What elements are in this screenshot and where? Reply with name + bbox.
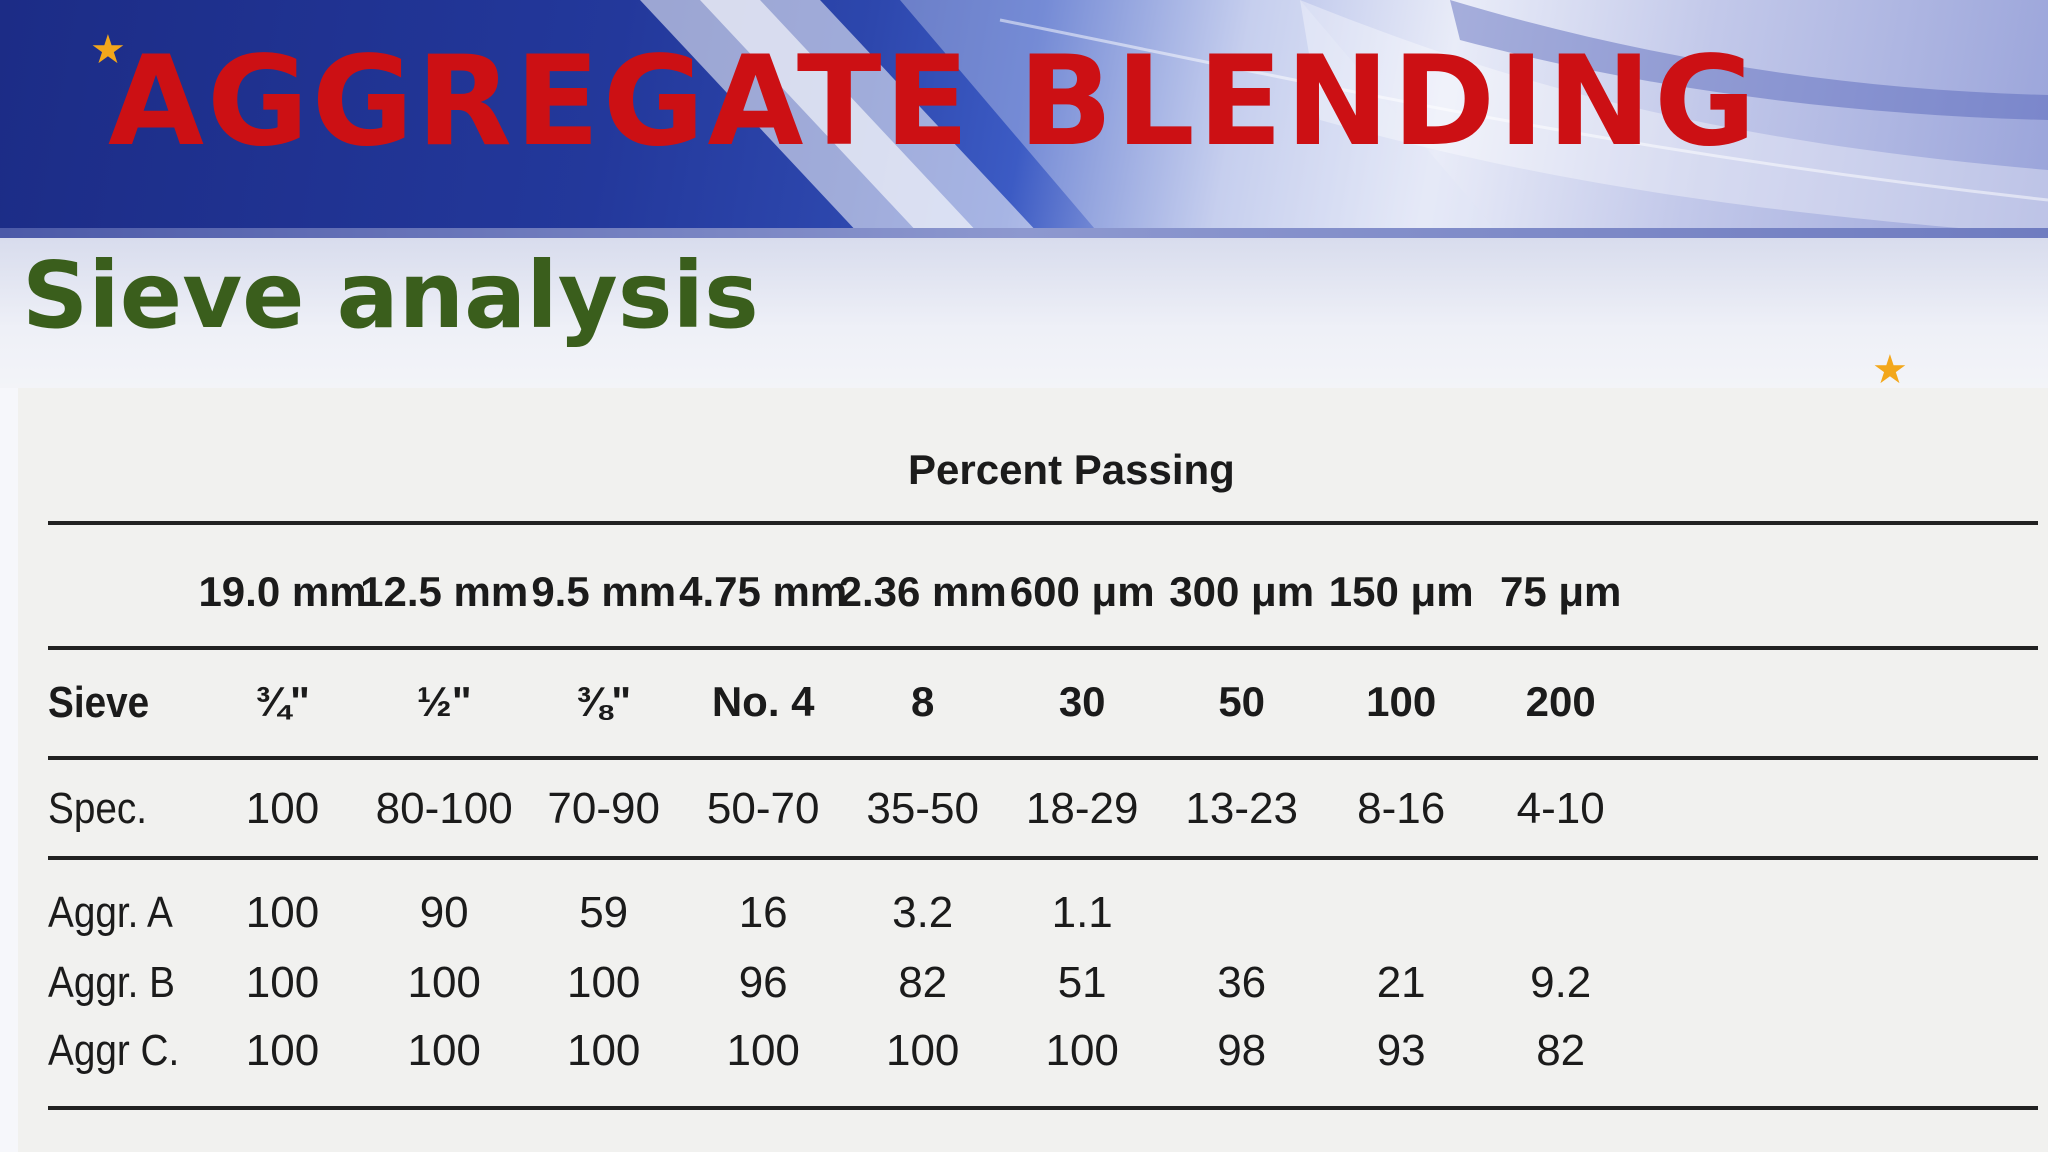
table-cell: 150 μm	[1328, 568, 1474, 615]
star-icon: ★	[1872, 347, 1908, 393]
table-cell: 4-10	[1516, 784, 1605, 833]
table-rule	[48, 756, 2038, 760]
banner-swoosh-graphic	[640, 0, 2048, 235]
table-cell: 21	[1376, 958, 1426, 1007]
table-cell: 70-90	[547, 784, 660, 833]
row-label: Aggr C.	[48, 1026, 180, 1075]
table-cell: 12.5 mm	[360, 568, 529, 615]
table-cell: 35-50	[866, 784, 979, 833]
table-cell: 300 μm	[1169, 568, 1315, 615]
star-icon: ★	[90, 27, 126, 73]
table-cell: 9.2	[1530, 958, 1592, 1007]
table-rule	[48, 856, 2038, 860]
sieve-table-image: Percent Passing 19.0 mm 12.5 mm 9.5 mm 4.75…	[18, 388, 2048, 1152]
table-cell: 100	[245, 958, 320, 1007]
table-cell: 100	[1366, 678, 1437, 725]
sieve-row-label: Sieve	[48, 678, 150, 727]
table-cell: 100	[726, 1026, 800, 1075]
table-cell: 100	[407, 1026, 481, 1075]
table-rule	[48, 646, 2038, 650]
table-cell: 80-100	[375, 784, 513, 833]
table-cell: 100	[245, 1026, 320, 1075]
table-caption: Percent Passing	[908, 446, 1235, 493]
banner-divider	[0, 228, 2048, 238]
table-cell: ½"	[416, 678, 472, 725]
table-cell: 100	[1045, 1026, 1119, 1075]
table-row: Spec. 100 80-100 70-90 50-70 35-50 18-29 13-23 8…	[48, 784, 2038, 844]
table-cell: 59	[579, 888, 629, 937]
table-cell: 50	[1218, 678, 1266, 725]
table-row: Aggr. A 100 90 59 16 3.2 1.1	[48, 888, 2038, 948]
table-cell: 51	[1057, 958, 1107, 1007]
table-cell: 200	[1525, 678, 1596, 725]
table-cell: 82	[1536, 1026, 1586, 1075]
table-cell: 75 μm	[1499, 568, 1622, 615]
table-cell: 100	[407, 958, 481, 1007]
table-cell: 90	[419, 888, 469, 937]
table-cell: 18-29	[1025, 784, 1139, 833]
table-cell: 82	[898, 958, 948, 1007]
table-cell: 9.5 mm	[531, 568, 677, 615]
table-cell: 13-23	[1185, 784, 1298, 833]
table-cell: 19.0 mm	[198, 568, 367, 615]
table-rule	[48, 1106, 2038, 1110]
row-label: Aggr. A	[48, 888, 173, 937]
size-header-row: 19.0 mm 12.5 mm 9.5 mm 4.75 mm 2.36 mm 600 μm…	[48, 568, 2038, 628]
table-cell: 93	[1376, 1026, 1426, 1075]
table-cell: ¾"	[255, 678, 310, 725]
row-label: Aggr. B	[48, 958, 175, 1007]
table-row: Aggr C. 100 100 100 100 100 100 98 93 82	[48, 1026, 2038, 1086]
table-cell: No. 4	[711, 678, 815, 725]
table-cell: 50-70	[706, 784, 820, 833]
table-cell: 100	[566, 958, 641, 1007]
table-cell: 36	[1217, 958, 1267, 1007]
table-row: Aggr. B 100 100 100 96 82 51 36 21 9.2	[48, 958, 2038, 1018]
row-label: Spec.	[48, 784, 148, 833]
table-cell: 600 μm	[1009, 568, 1155, 615]
table-cell: 3.2	[892, 888, 954, 937]
slide-subtitle: Sieve analysis	[22, 242, 759, 349]
table-cell: ⅜"	[576, 678, 632, 725]
table-cell: 8	[911, 678, 935, 725]
table-cell: 1.1	[1051, 888, 1113, 937]
table-cell: 98	[1217, 1026, 1267, 1075]
table-cell: 2.36 mm	[838, 568, 1007, 615]
table-cell: 4.75 mm	[679, 568, 848, 615]
table-cell: 8-16	[1357, 784, 1446, 833]
table-cell: 100	[245, 888, 320, 937]
header-banner	[0, 0, 2048, 235]
subtitle-band	[0, 238, 2048, 388]
sieve-header-row: Sieve ¾" ½" ⅜" No. 4 8 30 50 100 200	[48, 678, 2038, 738]
table-cell: 100	[566, 1026, 641, 1075]
table-cell: 30	[1058, 678, 1106, 725]
table-cell: 100	[245, 784, 320, 833]
table-cell: 16	[738, 888, 788, 937]
table-cell: 100	[885, 1026, 960, 1075]
table-rule	[48, 521, 2038, 525]
table-cell: 96	[738, 958, 788, 1007]
slide-title: AGGREGATE BLENDING	[108, 30, 1759, 174]
